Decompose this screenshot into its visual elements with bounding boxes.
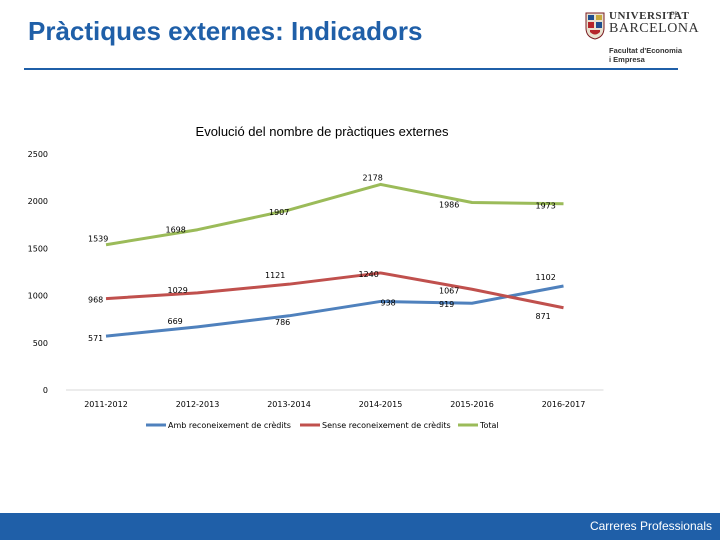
x-tick-label: 2015-2016 — [450, 400, 494, 409]
x-tick-label: 2011-2012 — [84, 400, 128, 409]
data-label: 1907 — [269, 208, 289, 217]
series-line-1 — [105, 284, 564, 338]
y-tick-label: 500 — [33, 339, 48, 348]
logo-line-faculty: Facultat d'Economia — [609, 46, 683, 55]
y-tick-label: 1500 — [28, 244, 48, 253]
logo-line-de: DE — [671, 12, 678, 17]
data-label: 1986 — [439, 201, 459, 210]
y-tick-label: 2500 — [28, 150, 48, 159]
series-line-2 — [105, 271, 564, 310]
line-chart: Evolució del nombre de pràctiques extern… — [28, 124, 604, 430]
data-label: 919 — [439, 300, 454, 309]
x-tick-label: 2012-2013 — [176, 400, 220, 409]
x-tick-label: 2013-2014 — [267, 400, 311, 409]
data-label: 2178 — [363, 173, 383, 182]
data-label: 1698 — [166, 226, 186, 235]
logo-line-university: UNIVERSITAT — [609, 10, 690, 22]
legend-label: Amb reconeixement de crèdits — [168, 420, 291, 430]
logo-line-faculty-2: i Empresa — [609, 55, 645, 64]
y-tick-label: 2000 — [28, 197, 48, 206]
y-tick-label: 0 — [43, 386, 48, 395]
university-seal-icon — [585, 12, 605, 40]
data-label: 1102 — [536, 273, 556, 282]
chart-title: Evolució del nombre de pràctiques extern… — [196, 124, 449, 139]
x-tick-label: 2016-2017 — [542, 400, 586, 409]
data-label: 1067 — [439, 286, 459, 295]
x-tick-label: 2014-2015 — [359, 400, 403, 409]
data-label: 968 — [88, 296, 103, 305]
data-label: 571 — [88, 334, 103, 343]
title-divider — [24, 68, 678, 70]
data-label: 1029 — [168, 286, 188, 295]
data-label: 786 — [275, 318, 290, 327]
footer-label: Carreres Professionals — [589, 519, 712, 533]
data-label: 1240 — [359, 270, 379, 279]
data-label: 871 — [536, 312, 551, 321]
data-label: 669 — [168, 317, 183, 326]
data-label: 1121 — [265, 271, 285, 280]
data-label: 1539 — [88, 235, 108, 244]
page-title: Pràctiques externes: Indicadors — [28, 16, 423, 46]
legend-label: Sense reconeixement de crèdits — [322, 420, 451, 430]
logo-line-barcelona: BARCELONA — [609, 21, 700, 36]
series-line-3 — [105, 182, 564, 247]
footer-bar: Carreres Professionals — [0, 513, 720, 540]
y-tick-label: 1000 — [28, 292, 48, 301]
university-logo: UNIVERSITAT DE BARCELONA Facultat d'Econ… — [585, 6, 699, 64]
data-label: 1973 — [536, 202, 556, 211]
data-label: 938 — [381, 298, 396, 307]
legend-label: Total — [479, 421, 499, 430]
